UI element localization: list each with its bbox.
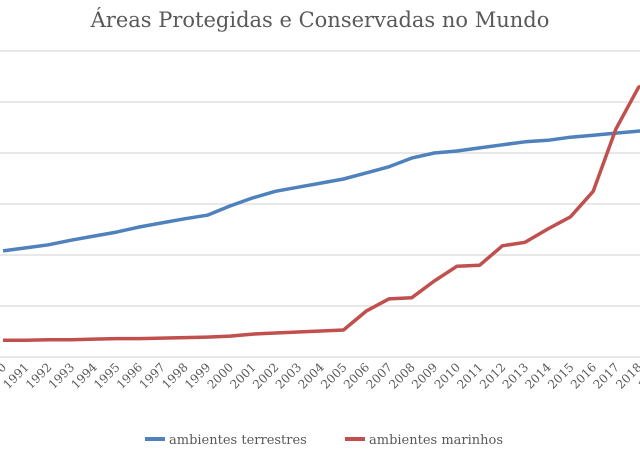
legend-label: ambientes terrestres xyxy=(169,433,307,448)
legend-item: ambientes terrestres xyxy=(145,433,307,448)
x-tick-label: 2018 xyxy=(613,360,640,391)
legend-item: ambientes marinhos xyxy=(345,433,503,448)
legend-label: ambientes marinhos xyxy=(369,433,503,448)
chart-title: Áreas Protegidas e Conservadas no Mundo xyxy=(90,8,550,32)
series-line-ambientes-terrestres xyxy=(2,129,640,253)
series-line-ambientes-marinhos xyxy=(3,84,640,342)
